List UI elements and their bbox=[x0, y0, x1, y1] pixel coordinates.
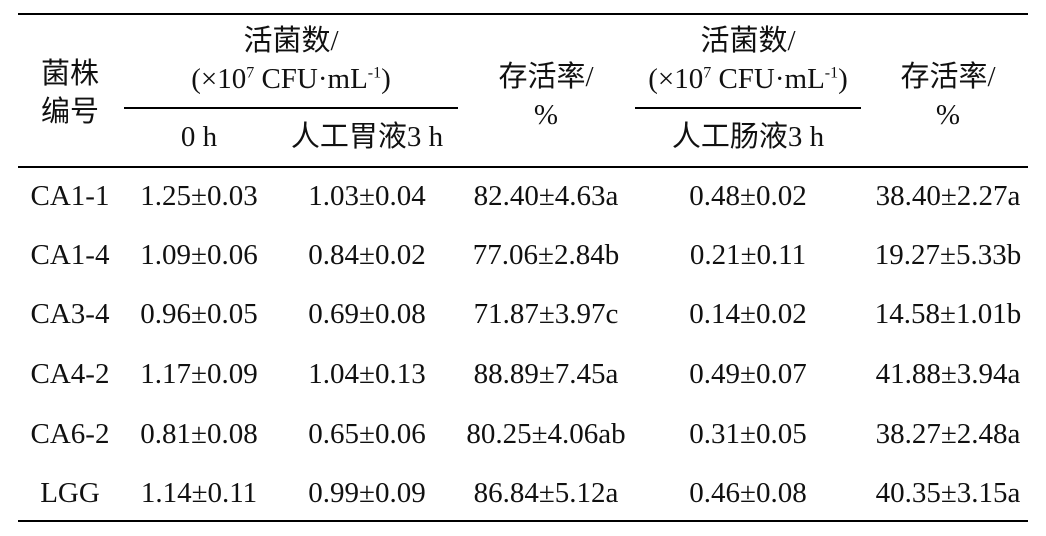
cell-count-0h: 0.81±0.08 bbox=[140, 418, 258, 450]
subheader-gastric-3h: 人工胃液3 h bbox=[290, 121, 444, 153]
header-viable-count-unit-2: (×107 CFU·mL-1) bbox=[648, 60, 848, 98]
header-strain-line1: 菌株 bbox=[40, 58, 100, 90]
cell-count-intestinal: 0.31±0.05 bbox=[689, 418, 807, 450]
unit-middle-2: CFU·mL bbox=[711, 63, 825, 95]
cell-count-gastric: 1.04±0.13 bbox=[308, 358, 426, 390]
header-viable-count-unit: (×107 CFU·mL-1) bbox=[191, 60, 391, 98]
cell-survival-intestinal: 14.58±1.01b bbox=[874, 298, 1022, 330]
cell-survival-intestinal: 19.27±5.33b bbox=[874, 239, 1022, 271]
header-survival-label: 存活率/ bbox=[498, 61, 594, 93]
subheader-0h: 0 h bbox=[180, 121, 218, 153]
unit-prefix: (×10 bbox=[191, 63, 247, 95]
cell-count-intestinal: 0.48±0.02 bbox=[689, 180, 807, 212]
cell-survival-gastric: 86.84±5.12a bbox=[473, 477, 619, 509]
cell-survival-intestinal: 38.40±2.27a bbox=[875, 180, 1021, 212]
cell-survival-intestinal: 41.88±3.94a bbox=[875, 358, 1021, 390]
cell-survival-gastric: 88.89±7.45a bbox=[473, 358, 619, 390]
cell-survival-intestinal: 38.27±2.48a bbox=[875, 418, 1021, 450]
table-bottom-rule bbox=[18, 520, 1028, 522]
header-survival-gastric: 存活率/ % bbox=[498, 58, 593, 134]
table-top-rule bbox=[18, 13, 1028, 15]
subheader-intestinal-3h: 人工肠液3 h bbox=[671, 121, 825, 153]
unit-neg-exponent-2: -1 bbox=[824, 64, 839, 82]
unit-neg-exponent: -1 bbox=[367, 64, 382, 82]
cell-count-gastric: 0.65±0.06 bbox=[308, 418, 426, 450]
header-survival-unit: % bbox=[533, 99, 559, 131]
cell-count-gastric: 0.69±0.08 bbox=[308, 298, 426, 330]
header-survival-unit-2: % bbox=[935, 99, 961, 131]
header-viable-count-gastric: 活菌数/ (×107 CFU·mL-1) bbox=[191, 22, 391, 98]
header-viable-count-label: 活菌数/ bbox=[243, 25, 339, 57]
cell-survival-gastric: 82.40±4.63a bbox=[473, 180, 619, 212]
header-viable-count-intestinal: 活菌数/ (×107 CFU·mL-1) bbox=[648, 22, 848, 98]
cell-strain: CA3-4 bbox=[30, 298, 110, 330]
header-survival-intestinal: 存活率/ % bbox=[900, 58, 995, 134]
header-strain-line2: 编号 bbox=[40, 96, 100, 128]
unit-middle: CFU·mL bbox=[254, 63, 368, 95]
cell-count-gastric: 1.03±0.04 bbox=[308, 180, 426, 212]
unit-exponent: 7 bbox=[246, 64, 255, 82]
cell-count-intestinal: 0.21±0.11 bbox=[689, 239, 807, 271]
cell-count-gastric: 0.84±0.02 bbox=[308, 239, 426, 271]
cell-strain: CA4-2 bbox=[30, 358, 110, 390]
unit-suffix-2: ) bbox=[838, 63, 848, 95]
cell-count-0h: 1.17±0.09 bbox=[140, 358, 258, 390]
viable-count-subrule-intestinal bbox=[635, 107, 861, 109]
viable-count-subrule-gastric bbox=[124, 107, 458, 109]
cell-count-intestinal: 0.14±0.02 bbox=[689, 298, 807, 330]
cell-count-intestinal: 0.49±0.07 bbox=[689, 358, 807, 390]
cell-strain: CA1-1 bbox=[30, 180, 110, 212]
header-survival-label-2: 存活率/ bbox=[900, 61, 996, 93]
unit-exponent-2: 7 bbox=[703, 64, 712, 82]
table-header-rule bbox=[18, 166, 1028, 168]
cell-count-intestinal: 0.46±0.08 bbox=[689, 477, 807, 509]
cell-survival-gastric: 80.25±4.06ab bbox=[466, 418, 626, 450]
cell-count-gastric: 0.99±0.09 bbox=[308, 477, 426, 509]
cell-strain: CA6-2 bbox=[30, 418, 110, 450]
cell-count-0h: 1.25±0.03 bbox=[140, 180, 258, 212]
cell-survival-intestinal: 40.35±3.15a bbox=[875, 477, 1021, 509]
cell-count-0h: 1.09±0.06 bbox=[140, 239, 258, 271]
cell-count-0h: 0.96±0.05 bbox=[140, 298, 258, 330]
cell-strain: CA1-4 bbox=[30, 239, 110, 271]
header-strain-id: 菌株 编号 bbox=[41, 55, 99, 131]
cell-survival-gastric: 71.87±3.97c bbox=[473, 298, 619, 330]
unit-prefix-2: (×10 bbox=[648, 63, 704, 95]
header-viable-count-label-2: 活菌数/ bbox=[700, 25, 796, 57]
unit-suffix: ) bbox=[381, 63, 391, 95]
cell-survival-gastric: 77.06±2.84b bbox=[472, 239, 620, 271]
cell-count-0h: 1.14±0.11 bbox=[140, 477, 258, 509]
cell-strain: LGG bbox=[40, 477, 100, 509]
